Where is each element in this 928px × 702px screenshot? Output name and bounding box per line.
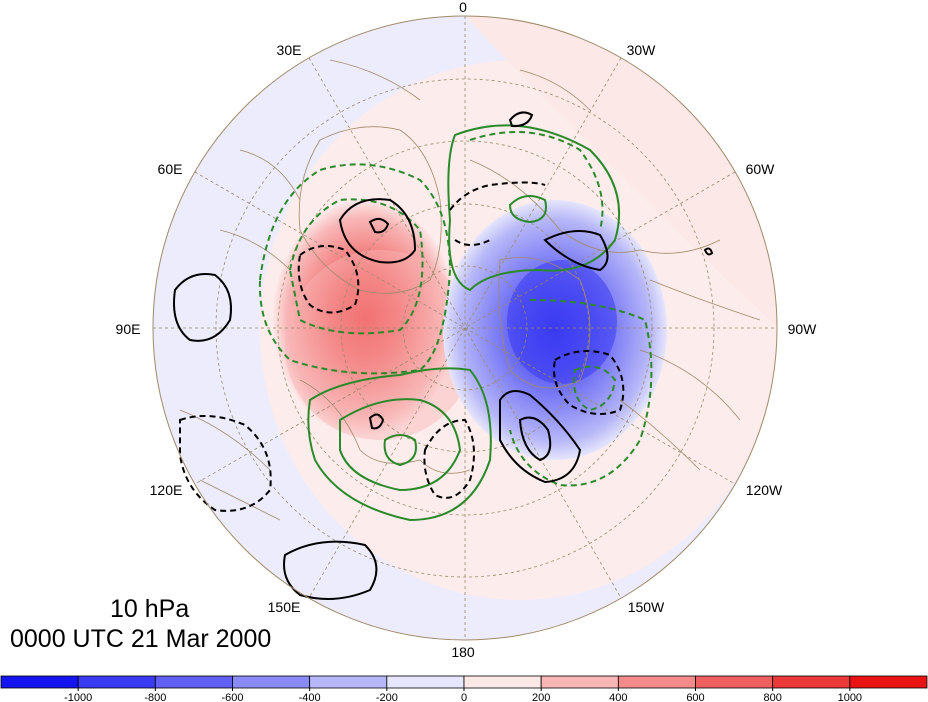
lon-label-30w: 30W (627, 42, 657, 58)
colorbar-tick-label: -600 (221, 692, 243, 702)
lon-label-180: 180 (451, 644, 475, 660)
colorbar-tick-label: -800 (144, 692, 166, 702)
lon-label-90w: 90W (788, 321, 818, 337)
colorbar-swatch (540, 675, 619, 689)
coastlines (179, 59, 761, 521)
colorbar-swatch (309, 675, 388, 689)
colorbar-swatch (232, 675, 311, 689)
negative-dashed-contours (179, 181, 625, 512)
colorbar-swatch (617, 675, 696, 689)
positive-dashed-contours (258, 131, 653, 487)
colorbar-tick-label: 800 (763, 692, 781, 702)
colorbar-tick-label: 0 (461, 692, 467, 702)
colorbar-swatch (463, 675, 542, 689)
colorbar-tick-label: 200 (532, 692, 550, 702)
colorbar-tick-label: 400 (609, 692, 627, 702)
graticule (153, 16, 777, 640)
colorbar-tick-label: -400 (299, 692, 321, 702)
colorbar-tick-label: -1000 (64, 692, 92, 702)
lon-label-120e: 120E (150, 482, 183, 498)
lon-label-0: 0 (459, 0, 467, 15)
colorbar-tick-label: 1000 (838, 692, 862, 702)
colorbar-swatch (695, 675, 774, 689)
positive-contours (307, 124, 621, 522)
valid-time-label: 0000 UTC 21 Mar 2000 (10, 625, 272, 653)
colorbar-swatch (0, 675, 79, 689)
lon-label-150w: 150W (628, 599, 665, 615)
colorbar-tick-label: 600 (686, 692, 704, 702)
longitude-labels: 0 30W 60W 90W 120W 150W 180 150E 120E 90… (116, 0, 818, 660)
map-boundary (152, 15, 778, 641)
pressure-level-label: 10 hPa (110, 595, 190, 623)
lon-label-30e: 30E (277, 42, 302, 58)
lon-label-120w: 120W (746, 482, 783, 498)
colorbar-swatch (849, 675, 928, 689)
colorbar-swatch (154, 675, 233, 689)
colorbar-swatch (77, 675, 156, 689)
colorbar-swatch (772, 675, 851, 689)
lon-label-150e: 150E (268, 599, 301, 615)
colorbar: -1000 -800 -600 -400 -200 0 200 400 600 800 1000 (0, 675, 928, 702)
colorbar-swatch (386, 675, 465, 689)
lon-label-60e: 60E (158, 161, 183, 177)
lon-label-90e: 90E (116, 321, 141, 337)
colorbar-tick-label: -200 (376, 692, 398, 702)
lon-label-60w: 60W (746, 161, 776, 177)
